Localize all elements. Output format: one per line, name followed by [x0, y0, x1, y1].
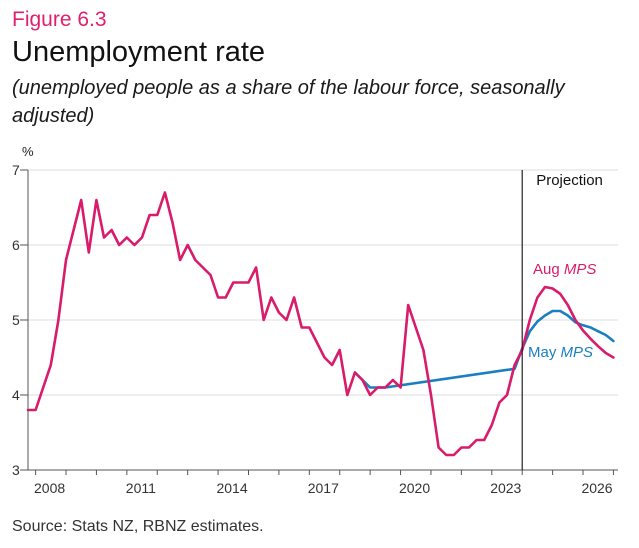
- x-tick-label-2011: 2011: [126, 480, 156, 496]
- x-tick-label-2020: 2020: [399, 480, 430, 496]
- y-axis-unit: %: [22, 144, 34, 159]
- projection-label: Projection: [536, 172, 603, 189]
- x-tick-label-2014: 2014: [216, 480, 247, 496]
- y-tick-label-7: 7: [12, 162, 20, 178]
- series-label-aug-prefix: Aug: [533, 261, 564, 278]
- y-tick-label-6: 6: [12, 237, 20, 253]
- x-tick-label-2023: 2023: [490, 480, 521, 496]
- figure-label: Figure 6.3: [12, 8, 107, 31]
- series-label-aug-mps: MPS: [564, 261, 597, 278]
- x-tick-label-2026: 2026: [581, 480, 612, 496]
- axes: 3 4 5 6 7 2008 2011 2014 2017 2020 2023 2026: [12, 162, 618, 496]
- series-label-may: May MPS: [528, 344, 593, 361]
- series-label-may-mps: MPS: [561, 344, 594, 361]
- chart-title: Unemployment rate: [12, 36, 266, 68]
- series-lines: [26, 191, 615, 457]
- x-tick-label-2017: 2017: [308, 480, 339, 496]
- series-label-may-prefix: May: [528, 344, 561, 361]
- line-chart: 3 4 5 6 7 2008 2011 2014 2017 2020 2023 2026 Projec…: [12, 162, 618, 496]
- y-tick-label-5: 5: [12, 312, 20, 328]
- chart-subtitle: (unemployed people as a share of the lab…: [12, 77, 565, 127]
- y-tick-label-3: 3: [12, 462, 20, 478]
- y-tick-label-4: 4: [12, 387, 20, 403]
- series-label-aug: Aug MPS: [533, 261, 596, 278]
- x-tick-label-2008: 2008: [34, 480, 65, 496]
- series-line-aug-mps: [26, 191, 615, 457]
- source-note: Source: Stats NZ, RBNZ estimates.: [12, 518, 264, 535]
